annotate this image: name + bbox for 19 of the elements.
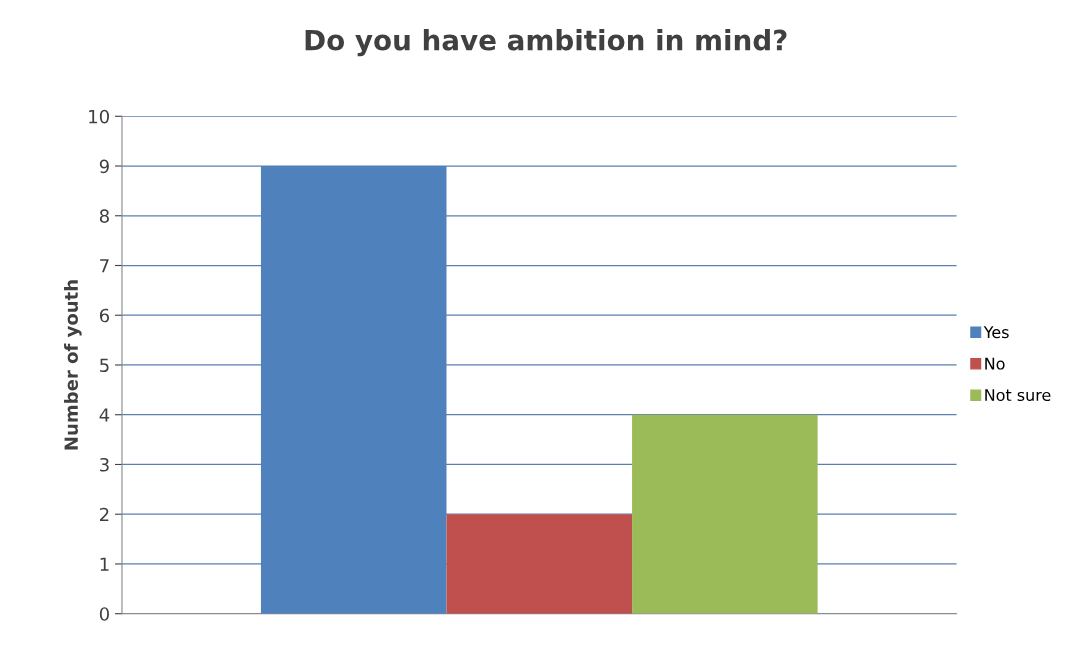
legend-label: Not sure	[985, 389, 1051, 402]
y-tick-label: 3	[100, 457, 109, 472]
y-tick-label: 0	[99, 607, 109, 621]
bar	[260, 166, 447, 614]
y-tick-label: 2	[100, 507, 109, 522]
chart-title: Do you have ambition in mind?	[305, 29, 787, 57]
y-tick-label: 6	[99, 308, 110, 323]
y-tick-label: 10	[89, 109, 109, 124]
bar	[632, 414, 818, 614]
bar	[446, 514, 633, 614]
y-tick-label: 1	[100, 557, 109, 571]
y-tick-label: 7	[100, 259, 109, 273]
y-tick-label: 8	[99, 209, 109, 223]
y-tick-label: 9	[99, 159, 109, 174]
y-tick-label: 5	[100, 358, 109, 373]
y-tick-label: 4	[99, 408, 110, 422]
legend-label: Yes	[983, 326, 1009, 339]
y-axis-title: Number of youth	[64, 280, 82, 450]
legend-label: No	[985, 357, 1005, 370]
